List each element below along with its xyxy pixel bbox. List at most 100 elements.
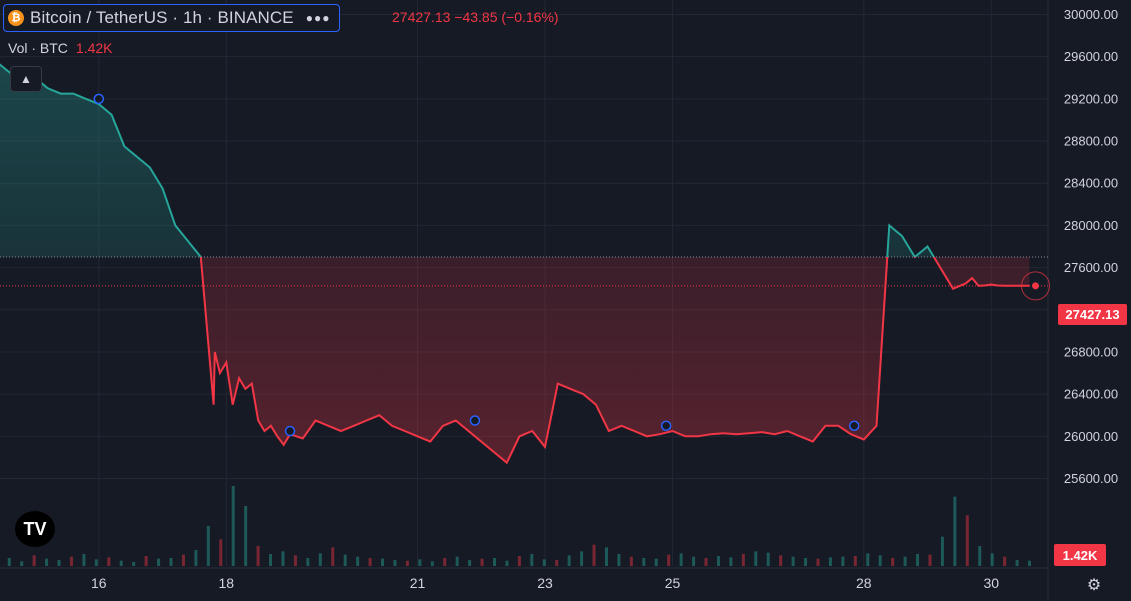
volume-bar <box>542 559 546 566</box>
volume-bar <box>716 556 720 566</box>
y-tick-label: 25600.00 <box>1064 471 1118 486</box>
volume-bar <box>841 556 845 566</box>
volume-bar <box>580 551 584 566</box>
y-tick-label: 29600.00 <box>1064 49 1118 64</box>
x-tick-label: 23 <box>537 575 553 591</box>
volume-bar <box>119 560 123 566</box>
volume-bar <box>1028 560 1032 566</box>
volume-bar <box>741 554 745 566</box>
event-marker <box>848 420 860 432</box>
chevron-up-icon: ▲ <box>20 72 32 86</box>
volume-bar <box>555 560 559 566</box>
volume-bar <box>679 553 683 566</box>
volume-bar <box>306 558 310 566</box>
volume-bar <box>592 544 596 566</box>
volume-bar <box>629 556 633 566</box>
volume-bar <box>804 558 808 566</box>
volume-bar <box>57 560 61 566</box>
volume-bar <box>953 496 957 566</box>
volume-bar <box>269 554 273 566</box>
volume-bar <box>244 506 248 566</box>
volume-bar <box>940 536 944 566</box>
volume-bar <box>281 551 285 566</box>
volume-bar <box>617 554 621 566</box>
volume-bar <box>107 557 111 566</box>
y-tick-label: 28800.00 <box>1064 134 1118 149</box>
x-tick-label: 30 <box>983 575 999 591</box>
volume-bar <box>418 559 422 566</box>
volume-bar <box>7 558 11 566</box>
volume-bar <box>754 551 758 566</box>
volume-bar <box>766 552 770 566</box>
volume-bar <box>206 526 210 566</box>
volume-label: Vol · BTC <box>8 40 68 56</box>
y-tick-label: 28400.00 <box>1064 176 1118 191</box>
volume-bar <box>430 561 434 566</box>
volume-bar <box>20 561 24 566</box>
volume-bar <box>144 556 148 566</box>
volume-bar <box>219 539 223 566</box>
y-tick-label: 27600.00 <box>1064 260 1118 275</box>
event-marker <box>93 93 105 105</box>
volume-bar <box>132 562 136 566</box>
collapse-legend-button[interactable]: ▲ <box>10 66 42 92</box>
volume-bar <box>828 557 832 566</box>
event-marker <box>469 415 481 426</box>
volume-bar <box>293 555 297 566</box>
y-tick-label: 26800.00 <box>1064 344 1118 359</box>
x-tick-label: 28 <box>856 575 872 591</box>
y-tick-label: 30000.00 <box>1064 7 1118 22</box>
event-marker <box>660 420 672 432</box>
volume-bar <box>704 558 708 566</box>
volume-bar <box>318 553 322 566</box>
volume-bar <box>878 555 882 566</box>
volume-bar <box>965 515 969 566</box>
volume-bar <box>916 554 920 566</box>
price-change-readout: 27427.13 −43.85 (−0.16%) <box>392 9 559 25</box>
volume-bar <box>978 546 982 566</box>
volume-bar <box>169 558 173 566</box>
price-line-down <box>199 257 1030 465</box>
symbol-legend[interactable]: ₿ Bitcoin / TetherUS · 1h · BINANCE ●●● <box>3 4 340 32</box>
area-fill-up <box>0 64 1030 258</box>
volume-bar <box>692 556 696 566</box>
volume-bar <box>866 553 870 566</box>
volume-bar <box>990 553 994 566</box>
y-tick-label: 28000.00 <box>1064 218 1118 233</box>
volume-bar <box>891 558 895 566</box>
volume-bar <box>231 486 235 566</box>
volume-bar <box>468 560 472 566</box>
volume-bar <box>368 558 372 566</box>
volume-bar <box>69 556 73 566</box>
y-tick-label: 26400.00 <box>1064 387 1118 402</box>
gear-icon[interactable]: ⚙ <box>1086 577 1102 594</box>
volume-bar <box>94 559 98 566</box>
volume-bar <box>381 558 385 566</box>
volume-bar <box>82 554 86 566</box>
volume-bar <box>654 558 658 566</box>
volume-bar <box>779 555 783 566</box>
volume-bar <box>343 554 347 566</box>
price-line-up <box>0 63 936 258</box>
volume-bar <box>791 556 795 566</box>
x-tick-label: 25 <box>665 575 681 591</box>
volume-bar <box>903 556 907 566</box>
volume-bar <box>480 558 484 566</box>
y-tick-label: 26000.00 <box>1064 429 1118 444</box>
volume-bar <box>157 558 161 566</box>
volume-bar <box>45 558 49 566</box>
volume-bar <box>1003 556 1007 566</box>
volume-bar <box>816 558 820 566</box>
x-tick-label: 18 <box>219 575 235 591</box>
y-tick-label: 29200.00 <box>1064 91 1118 106</box>
more-dots-icon[interactable]: ●●● <box>305 11 331 25</box>
volume-legend[interactable]: Vol · BTC 1.42K <box>8 40 113 56</box>
tradingview-logo[interactable]: TV <box>15 511 55 547</box>
volume-bar <box>642 558 646 566</box>
volume-bar <box>667 554 671 566</box>
event-marker <box>284 425 296 437</box>
last-point-dot <box>1032 282 1040 290</box>
volume-tag: 1.42K <box>1054 544 1106 566</box>
symbol-title[interactable]: Bitcoin / TetherUS · 1h · BINANCE <box>30 8 294 27</box>
